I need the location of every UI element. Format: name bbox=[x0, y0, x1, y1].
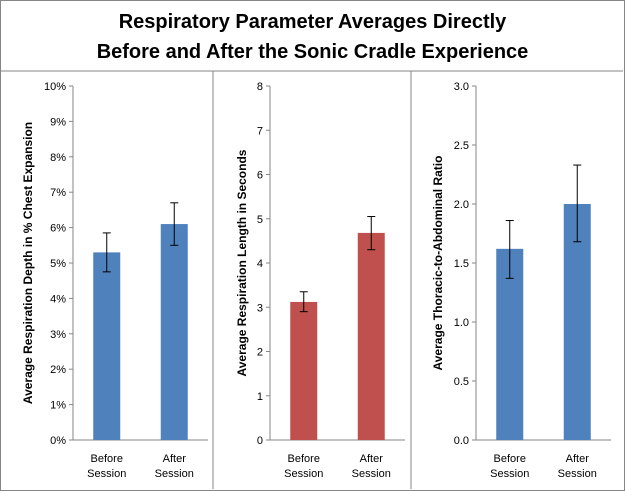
bar bbox=[563, 204, 591, 440]
y-tick-label: 9% bbox=[50, 116, 66, 128]
x-tick-label: After bbox=[566, 453, 590, 465]
y-tick-label: 7 bbox=[257, 125, 263, 137]
y-tick-label: 5 bbox=[257, 214, 263, 226]
y-tick-label: 3 bbox=[257, 302, 263, 314]
chart-2: 0 1 2 3 4 5 6 7 8 Average Respiration Length in S… bbox=[235, 81, 405, 480]
y-tick-label: 7% bbox=[50, 187, 66, 199]
bar bbox=[290, 301, 318, 440]
y-tick-label: 5% bbox=[50, 258, 66, 270]
y-tick-label: 0% bbox=[50, 435, 66, 447]
y-tick-label: 0 bbox=[257, 435, 263, 447]
y-tick-label: 3.0 bbox=[454, 81, 469, 93]
x-tick-label: Session bbox=[352, 468, 391, 480]
y-axis-title: Average Respiration Length in Seconds bbox=[235, 149, 249, 376]
x-tick-label: Before bbox=[494, 453, 526, 465]
chart-3: 0.0 0.5 1.0 1.5 2.0 2.5 3.0 Average Thoracic-to… bbox=[431, 81, 611, 480]
y-tick-label: 0.0 bbox=[454, 435, 469, 447]
y-tick-label: 8% bbox=[50, 152, 66, 164]
y-tick-label: 2.0 bbox=[454, 199, 469, 211]
y-tick-label: 1.5 bbox=[454, 258, 469, 270]
y-tick-label: 1.0 bbox=[454, 317, 469, 329]
chart-title: Respiratory Parameter Averages Directly … bbox=[1, 7, 624, 67]
bar bbox=[93, 252, 121, 440]
bar bbox=[357, 232, 385, 440]
y-tick-label: 6% bbox=[50, 223, 66, 235]
x-tick-label: Session bbox=[155, 468, 194, 480]
y-tick-label: 3% bbox=[50, 329, 66, 341]
y-tick-label: 2 bbox=[257, 347, 263, 359]
y-tick-label: 2% bbox=[50, 364, 66, 376]
x-tick-label: Session bbox=[87, 468, 126, 480]
x-tick-label: Before bbox=[91, 453, 123, 465]
chart-title-line-2: Before and After the Sonic Cradle Experi… bbox=[96, 41, 529, 63]
x-tick-label: Before bbox=[288, 453, 320, 465]
y-axis-title: Average Thoracic-to-Abdominal Ratio bbox=[431, 156, 445, 371]
y-tick-label: 4 bbox=[257, 258, 263, 270]
y-tick-label: 8 bbox=[257, 81, 263, 93]
chart-title-line-1: Respiratory Parameter Averages Directly bbox=[118, 11, 507, 33]
x-tick-label: Session bbox=[490, 468, 529, 480]
x-tick-label: After bbox=[360, 453, 384, 465]
x-tick-label: Session bbox=[558, 468, 597, 480]
y-tick-label: 4% bbox=[50, 293, 66, 305]
bar bbox=[160, 224, 188, 440]
y-tick-label: 0.5 bbox=[454, 376, 469, 388]
y-tick-label: 1 bbox=[257, 391, 263, 403]
chart-1: 0% 1% 2% 3% 4% 5% 6% 7% 8% 9% 10% Average Respirati… bbox=[21, 81, 208, 480]
y-tick-label: 10% bbox=[44, 81, 66, 93]
x-tick-label: After bbox=[163, 453, 187, 465]
x-tick-label: Session bbox=[284, 468, 323, 480]
y-tick-label: 2.5 bbox=[454, 140, 469, 152]
y-tick-label: 1% bbox=[50, 400, 66, 412]
y-axis-title: Average Respiration Depth in % Chest Exp… bbox=[21, 122, 35, 404]
y-tick-label: 6 bbox=[257, 170, 263, 182]
bar bbox=[496, 248, 524, 440]
